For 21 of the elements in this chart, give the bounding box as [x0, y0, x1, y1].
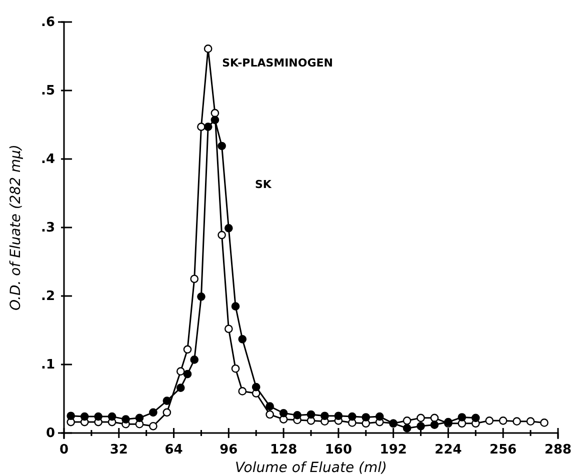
x-tick-label: 256: [490, 442, 517, 458]
y-tick-label: .6: [41, 15, 55, 30]
y-tick-label: .5: [41, 84, 55, 99]
x-tick-label: 64: [164, 442, 183, 458]
x-tick-label: 160: [324, 442, 352, 458]
text: SK: [254, 178, 272, 191]
x-tick-label: 224: [434, 442, 462, 458]
y-tick-label: 0: [46, 426, 55, 442]
y-tick-label: .4: [41, 152, 55, 168]
x-tick-label: 288: [544, 442, 572, 458]
x-tick-label: 192: [380, 442, 407, 458]
y-tick-label: .1: [41, 358, 55, 373]
y-tick-label: .2: [41, 289, 55, 304]
x-tick-label: 0: [59, 442, 69, 458]
x-tick-label: 128: [270, 442, 298, 458]
series-label: SK-PLASMINOGEN: [222, 56, 334, 70]
x-tick-label: 32: [110, 442, 128, 458]
y-axis-title: O.D. of Eluate (282 mμ): [8, 144, 24, 310]
x-tick-label: 96: [220, 442, 238, 458]
y-tick-label: .3: [41, 220, 55, 236]
x-axis-title: Volume of Eluate (ml): [235, 460, 387, 475]
